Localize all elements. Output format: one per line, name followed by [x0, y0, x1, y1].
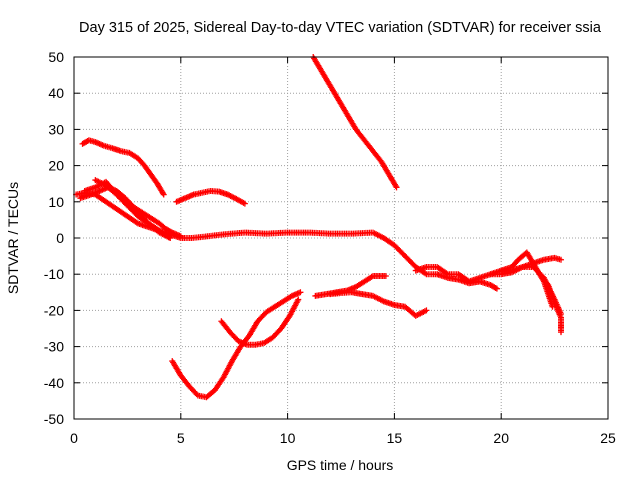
- data-point: [167, 235, 174, 241]
- grid-lines: [74, 57, 608, 419]
- data-point: [167, 228, 174, 235]
- data-point: [492, 284, 499, 291]
- series-track-late-b: [434, 271, 500, 292]
- series-track-mid-flat: [327, 289, 430, 319]
- series-track-late-e: [536, 271, 565, 336]
- x-tick-label: 5: [177, 430, 185, 446]
- data-point: [382, 273, 389, 280]
- y-tick-label: -40: [44, 375, 64, 391]
- series-track-mid-rising: [312, 273, 389, 299]
- data-point: [165, 234, 172, 241]
- x-tick-label: 25: [600, 430, 616, 446]
- series-track-cluster-c: [92, 177, 174, 241]
- y-tick-label: -10: [44, 266, 64, 282]
- y-tick-label: -20: [44, 302, 64, 318]
- series-track-deep-dip: [169, 289, 304, 401]
- series-track-morning-25: [79, 137, 167, 198]
- data-point: [295, 296, 302, 303]
- y-tick-label: 20: [48, 158, 64, 174]
- y-tick-label: 30: [48, 121, 64, 137]
- series-track-small-loop: [218, 296, 302, 348]
- x-axis-label: GPS time / hours: [287, 457, 394, 473]
- x-tick-label: 20: [493, 430, 509, 446]
- axes: 0 5 10 15 20 25 -50 -40 -30 -20 -10 0 10 20 30 40 50: [44, 49, 616, 446]
- x-tick-label: 10: [280, 430, 296, 446]
- data-point: [558, 329, 565, 336]
- data-point: [160, 191, 167, 198]
- y-tick-label: 0: [56, 230, 64, 246]
- y-tick-label: 10: [48, 194, 64, 210]
- y-tick-label: 50: [48, 49, 64, 65]
- data-point: [422, 270, 429, 277]
- data-point: [393, 184, 400, 191]
- data-point: [493, 285, 500, 292]
- data-point: [177, 233, 184, 240]
- series-track-arc-10: [173, 187, 248, 207]
- data-point: [558, 256, 565, 263]
- data-point: [297, 289, 304, 296]
- y-axis-label: SDTVAR / TECUs: [5, 182, 21, 294]
- data-point: [241, 200, 248, 207]
- chart-title: Day 315 of 2025, Sidereal Day-to-day VTE…: [79, 20, 602, 36]
- y-tick-label: -50: [44, 411, 64, 427]
- y-tick-label: -30: [44, 339, 64, 355]
- y-tick-label: 40: [48, 85, 64, 101]
- x-tick-label: 15: [387, 430, 403, 446]
- data-points: [73, 54, 565, 401]
- data-point: [423, 307, 430, 314]
- x-tick-label: 0: [70, 430, 78, 446]
